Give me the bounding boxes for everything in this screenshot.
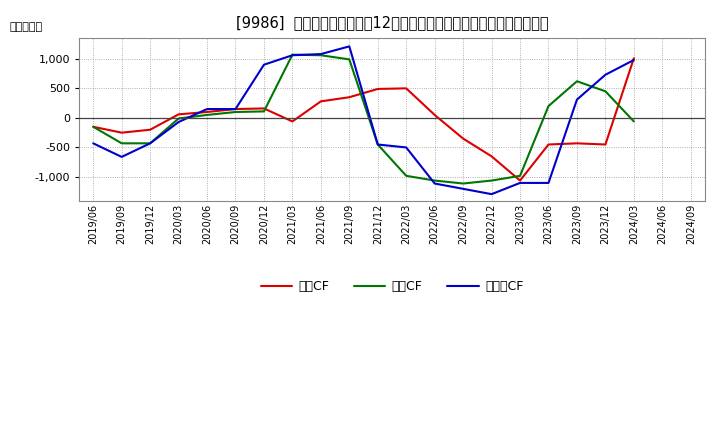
投資CF xyxy=(431,178,439,183)
投資CF xyxy=(146,141,155,146)
Legend: 営業CF, 投資CF, フリーCF: 営業CF, 投資CF, フリーCF xyxy=(256,275,528,298)
Line: 営業CF: 営業CF xyxy=(93,58,634,180)
投資CF xyxy=(459,181,467,186)
フリーCF xyxy=(431,181,439,186)
営業CF xyxy=(487,154,496,159)
フリーCF xyxy=(117,154,126,160)
フリーCF xyxy=(345,44,354,49)
営業CF xyxy=(89,124,97,129)
フリーCF xyxy=(288,53,297,58)
営業CF xyxy=(345,95,354,100)
投資CF xyxy=(601,89,610,94)
フリーCF xyxy=(601,72,610,77)
営業CF xyxy=(146,127,155,132)
フリーCF xyxy=(516,180,524,186)
投資CF xyxy=(487,178,496,183)
投資CF xyxy=(231,110,240,115)
投資CF xyxy=(260,109,269,114)
フリーCF xyxy=(572,97,581,102)
営業CF xyxy=(117,130,126,136)
フリーCF xyxy=(374,142,382,147)
営業CF xyxy=(402,86,410,91)
営業CF xyxy=(374,86,382,92)
Line: 投資CF: 投資CF xyxy=(93,55,634,183)
Line: フリーCF: フリーCF xyxy=(93,46,634,194)
投資CF xyxy=(89,124,97,129)
営業CF xyxy=(459,136,467,141)
フリーCF xyxy=(459,186,467,191)
営業CF xyxy=(317,99,325,104)
Title: [9986]  キャッシュフローの12か月移動合計の対前年同期増減額の推移: [9986] キャッシュフローの12か月移動合計の対前年同期増減額の推移 xyxy=(235,15,549,30)
フリーCF xyxy=(174,119,183,125)
フリーCF xyxy=(231,106,240,112)
投資CF xyxy=(174,116,183,121)
営業CF xyxy=(260,106,269,111)
投資CF xyxy=(629,119,638,124)
営業CF xyxy=(544,142,553,147)
営業CF xyxy=(203,110,212,115)
フリーCF xyxy=(402,145,410,150)
投資CF xyxy=(345,57,354,62)
営業CF xyxy=(601,142,610,147)
投資CF xyxy=(117,141,126,146)
フリーCF xyxy=(317,51,325,57)
営業CF xyxy=(431,112,439,117)
投資CF xyxy=(402,173,410,179)
投資CF xyxy=(288,52,297,57)
フリーCF xyxy=(629,57,638,62)
Y-axis label: （百万円）: （百万円） xyxy=(9,22,42,32)
投資CF xyxy=(516,173,524,179)
投資CF xyxy=(572,79,581,84)
営業CF xyxy=(174,112,183,117)
フリーCF xyxy=(487,191,496,197)
投資CF xyxy=(374,142,382,147)
フリーCF xyxy=(89,141,97,146)
投資CF xyxy=(203,112,212,117)
フリーCF xyxy=(203,106,212,112)
営業CF xyxy=(231,106,240,112)
フリーCF xyxy=(260,62,269,67)
営業CF xyxy=(288,119,297,124)
営業CF xyxy=(629,55,638,61)
フリーCF xyxy=(544,180,553,186)
営業CF xyxy=(572,141,581,146)
営業CF xyxy=(516,178,524,183)
投資CF xyxy=(544,103,553,109)
投資CF xyxy=(317,53,325,58)
フリーCF xyxy=(146,141,155,146)
